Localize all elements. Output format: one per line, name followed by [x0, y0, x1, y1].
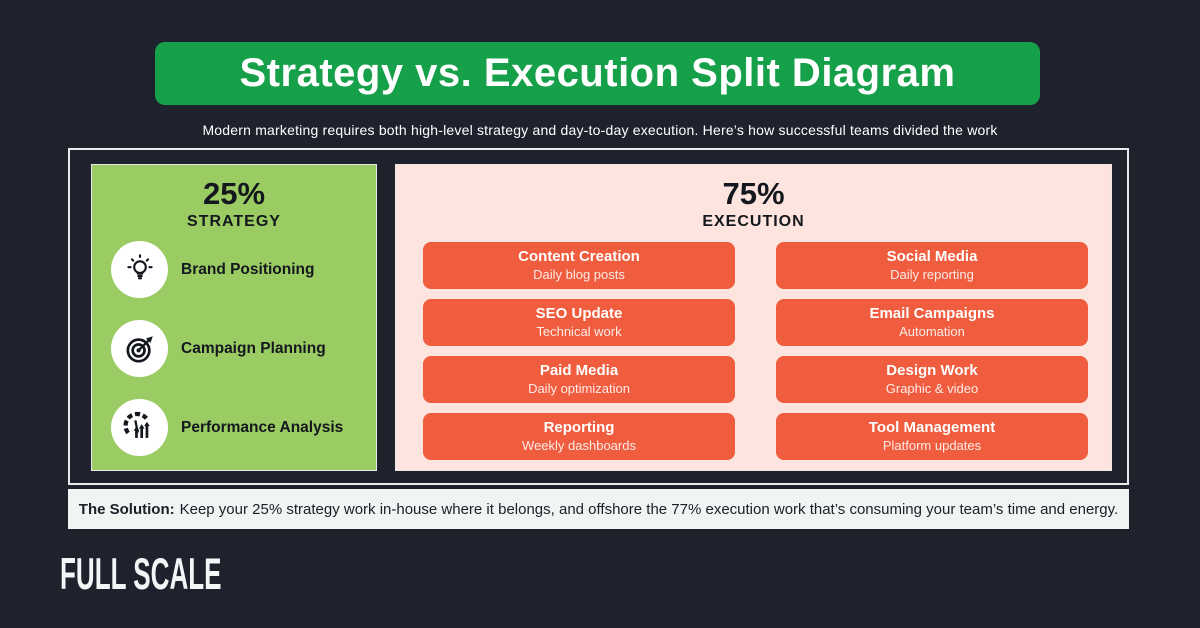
execution-card-title: Email Campaigns	[869, 305, 995, 322]
strategy-item-label: Performance Analysis	[181, 418, 344, 436]
execution-card-subtitle: Technical work	[536, 323, 622, 339]
page-subtitle: Modern marketing requires both high-leve…	[202, 122, 998, 138]
strategy-item-label: Campaign Planning	[181, 339, 326, 357]
execution-box: 75% EXECUTION Content Creation Daily blo…	[395, 164, 1112, 471]
title-banner: Strategy vs. Execution Split Diagram	[155, 42, 1040, 105]
strategy-box: 25% STRATEGY Brand Positioning	[91, 164, 377, 471]
execution-card-title: Paid Media	[539, 362, 619, 379]
strategy-item: Brand Positioning	[111, 241, 314, 298]
execution-card-title: SEO Update	[535, 305, 623, 322]
execution-card: SEO Update Technical work	[423, 299, 735, 346]
execution-card-subtitle: Platform updates	[882, 437, 982, 453]
execution-percent: 75%	[722, 176, 785, 211]
execution-card-subtitle: Automation	[899, 323, 965, 339]
strategy-item-label: Brand Positioning	[181, 260, 315, 278]
execution-card-title: Social Media	[886, 248, 978, 265]
execution-card-title: Content Creation	[518, 248, 640, 265]
solution-bar: The Solution: Keep your 25% strategy wor…	[68, 489, 1129, 529]
page-title: Strategy vs. Execution Split Diagram	[239, 51, 956, 95]
strategy-percent: 25%	[202, 176, 266, 211]
execution-card-subtitle: Daily blog posts	[533, 266, 625, 282]
execution-card: Paid Media Daily optimization	[423, 356, 735, 403]
execution-card-title: Tool Management	[868, 419, 996, 436]
main-panel: 25% STRATEGY Brand Positioning	[68, 148, 1129, 485]
execution-card: Email Campaigns Automation	[776, 299, 1088, 346]
execution-grid: Content Creation Daily blog posts Social…	[423, 242, 1088, 460]
execution-card-subtitle: Daily optimization	[528, 380, 630, 396]
solution-label: The Solution:	[78, 500, 175, 518]
execution-card-subtitle: Graphic & video	[885, 380, 979, 396]
execution-card-title: Design Work	[886, 362, 978, 379]
solution-text: Keep your 25% strategy work in-house whe…	[179, 500, 1119, 518]
full-scale-logo: FULL SCALE	[60, 549, 222, 599]
execution-card: Reporting Weekly dashboards	[423, 413, 735, 460]
execution-label: EXECUTION	[702, 213, 805, 231]
strategy-item: Campaign Planning	[111, 320, 326, 377]
lightbulb-icon	[111, 241, 168, 298]
execution-card: Design Work Graphic & video	[776, 356, 1088, 403]
target-icon	[111, 320, 168, 377]
execution-card-subtitle: Daily reporting	[890, 266, 974, 282]
execution-card-title: Reporting	[543, 419, 615, 436]
strategy-item: Performance Analysis	[111, 399, 343, 456]
strategy-label: STRATEGY	[187, 213, 281, 231]
gauge-icon	[111, 399, 168, 456]
execution-card-subtitle: Weekly dashboards	[522, 437, 636, 453]
execution-card: Social Media Daily reporting	[776, 242, 1088, 289]
execution-card: Content Creation Daily blog posts	[423, 242, 735, 289]
execution-card: Tool Management Platform updates	[776, 413, 1088, 460]
